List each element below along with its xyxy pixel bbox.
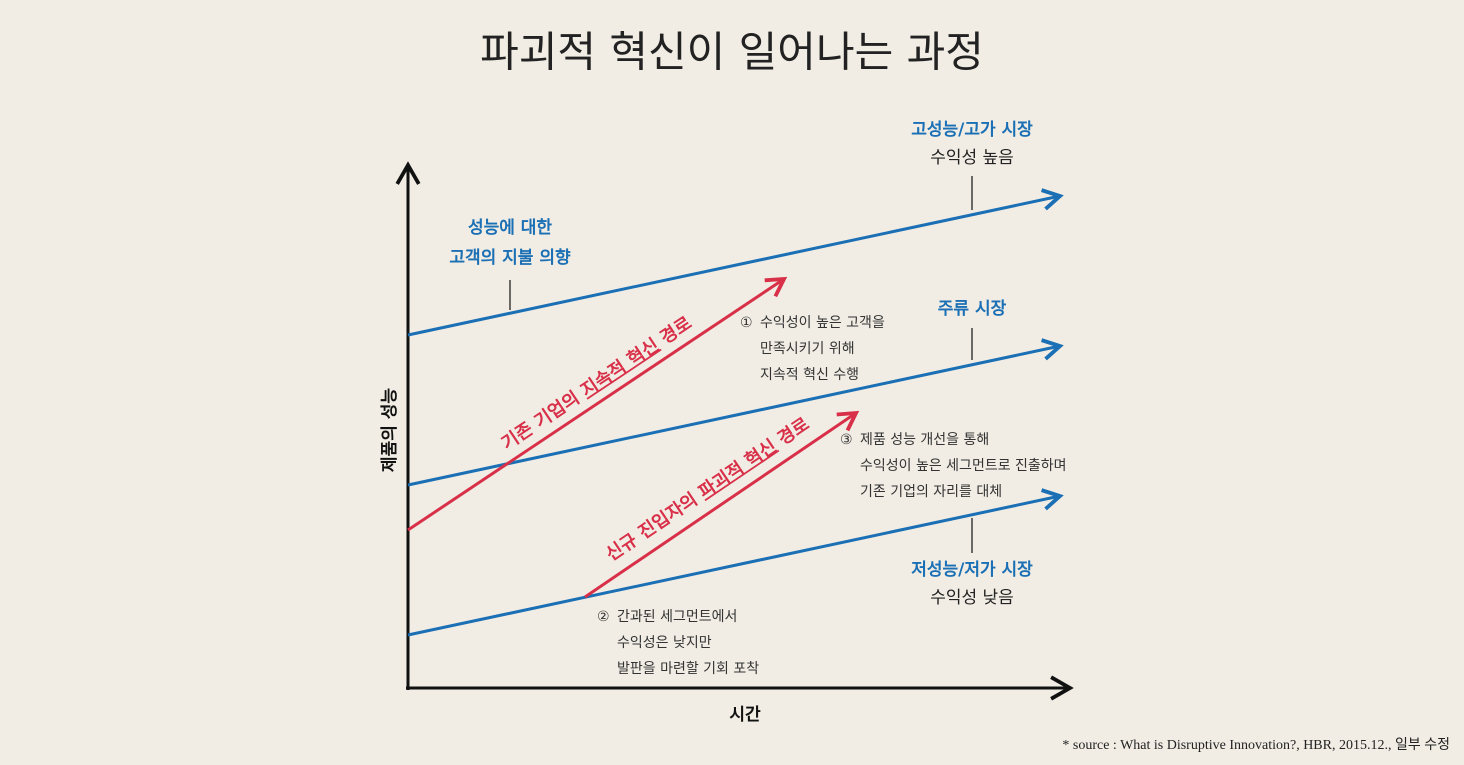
annotation-marker: ③ xyxy=(840,432,853,448)
market-name: 고성능/고가 시장 xyxy=(911,120,1033,140)
market-line xyxy=(407,338,1064,487)
annotation-line: 만족시키기 위해 xyxy=(760,341,855,357)
market-lines xyxy=(407,188,1064,637)
market-note: 수익성 낮음 xyxy=(930,588,1014,608)
market-note: 수익성 높음 xyxy=(930,148,1014,168)
market-line xyxy=(407,188,1064,337)
annotation-line: 발판을 마련할 기회 포착 xyxy=(617,661,759,677)
annotation-marker: ② xyxy=(597,609,610,625)
annotation-line: 수익성은 낮지만 xyxy=(617,635,712,651)
innovation-paths xyxy=(407,276,860,599)
annotation-line: 간과된 세그먼트에서 xyxy=(617,609,737,625)
annotation-marker: ① xyxy=(740,315,753,331)
path-label: 기존 기업의 지속적 혁신 경로 xyxy=(497,312,695,454)
leaders xyxy=(509,176,973,553)
willingness-label: 성능에 대한 xyxy=(468,218,552,238)
source: * source : What is Disruptive Innovation… xyxy=(1062,737,1450,753)
annotation-line: 수익성이 높은 세그먼트로 진출하며 xyxy=(860,458,1067,474)
annotation-line: 지속적 혁신 수행 xyxy=(760,367,859,383)
y-axis-label: 제품의 성능 xyxy=(380,388,400,472)
market-line xyxy=(407,488,1064,637)
annotation-line: 기존 기업의 자리를 대체 xyxy=(860,484,1002,500)
market-name: 주류 시장 xyxy=(938,299,1007,319)
title: 파괴적 혁신이 일어나는 과정 xyxy=(480,28,984,77)
path-arrow xyxy=(407,276,788,532)
annotation-line: 제품 성능 개선을 통해 xyxy=(860,432,989,448)
market-name: 저성능/저가 시장 xyxy=(911,560,1033,580)
axes xyxy=(395,161,1074,701)
x-axis-label: 시간 xyxy=(729,705,761,725)
path-arrow xyxy=(584,410,860,599)
willingness-label: 고객의 지불 의향 xyxy=(449,247,571,268)
annotation-line: 수익성이 높은 고객을 xyxy=(760,315,885,331)
